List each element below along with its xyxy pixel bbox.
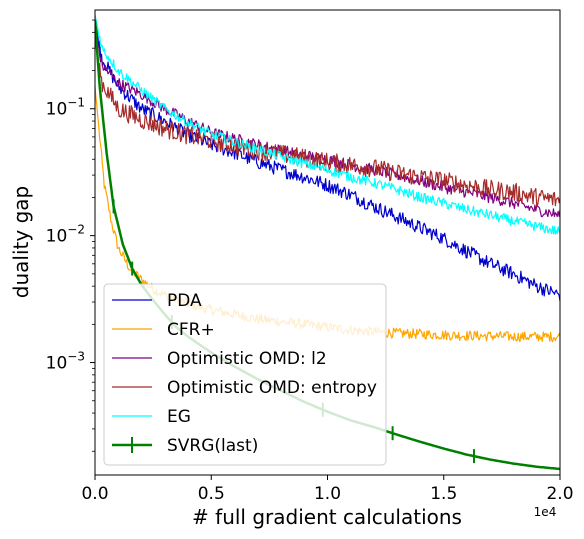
x-tick-label: 1.5	[430, 484, 457, 504]
legend-label: Optimistic OMD: l2	[167, 349, 327, 369]
legend-item: EG	[112, 407, 191, 427]
legend-item: Optimistic OMD: entropy	[112, 378, 377, 398]
y-axis: 10−1 10−2 10−3	[46, 19, 95, 452]
x-tick-label: 1.0	[314, 484, 341, 504]
x-tick-label: 2.0	[546, 484, 573, 504]
legend-label: EG	[167, 407, 191, 427]
series-line-4	[95, 14, 560, 235]
legend-item: PDA	[112, 291, 202, 311]
legend-item: CFR+	[112, 320, 215, 340]
y-axis-label: duality gap	[9, 186, 33, 298]
x-tick-label: 0.5	[198, 484, 225, 504]
y-tick-label: 10−3	[46, 350, 85, 374]
series-line-3	[95, 39, 560, 208]
legend-item: Optimistic OMD: l2	[112, 349, 327, 369]
y-tick-label: 10−1	[46, 96, 85, 120]
x-tick-label: 0.0	[81, 484, 108, 504]
legend-label: Optimistic OMD: entropy	[167, 378, 377, 398]
x-axis-label: # full gradient calculations	[192, 505, 462, 529]
x-axis-multiplier: 1e4	[534, 505, 557, 519]
legend-label: CFR+	[167, 320, 215, 340]
legend-label: PDA	[167, 291, 202, 311]
legend-label: SVRG(last)	[167, 436, 258, 456]
y-tick-label: 10−2	[46, 223, 85, 247]
legend: PDA CFR+ Optimistic OMD: l2 Optimistic OMD:…	[103, 283, 387, 466]
legend-item: SVRG(last)	[112, 436, 258, 456]
x-axis: 0.0 0.5 1.0 1.5 2.0	[81, 475, 574, 504]
legend-box	[103, 283, 387, 466]
